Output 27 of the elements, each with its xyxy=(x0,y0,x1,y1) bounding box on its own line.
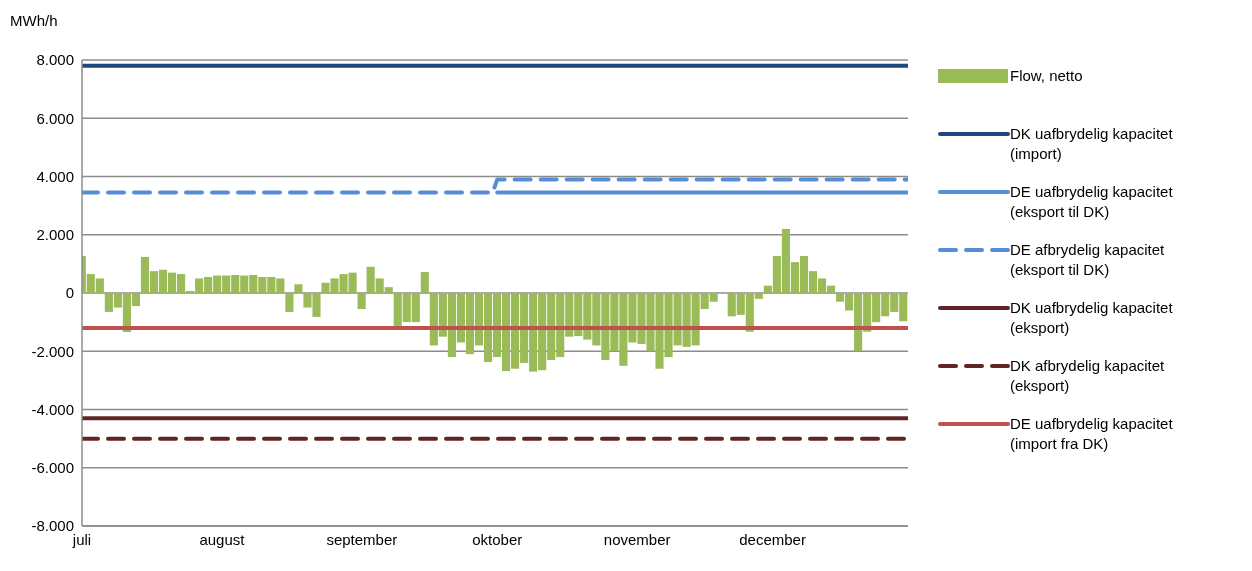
bar xyxy=(420,272,429,293)
y-tick-label: -4.000 xyxy=(31,400,74,418)
bar xyxy=(357,293,366,310)
x-tick-label: december xyxy=(739,530,806,548)
y-tick-label: -6.000 xyxy=(31,459,74,477)
bar xyxy=(294,284,303,293)
legend-label: Flow, netto xyxy=(1010,66,1084,86)
legend-label: DE uafbrydelig kapacitet (import fra DK) xyxy=(1010,414,1174,454)
y-tick-label: 8.000 xyxy=(36,51,74,69)
legend-label: DE uafbrydelig kapacitet (eksport til DK) xyxy=(1010,182,1174,222)
y-tick-label: 0 xyxy=(65,284,74,302)
legend-label: DE afbrydelig kapacitet (eksport til DK) xyxy=(1010,240,1166,280)
legend-label: DK afbrydelig kapacitet (eksport) xyxy=(1010,356,1166,396)
legend-label: DK uafbrydelig kapacitet (import) xyxy=(1010,124,1174,164)
bar xyxy=(285,293,294,312)
y-tick-label: 2.000 xyxy=(36,226,74,244)
y-tick-label: 4.000 xyxy=(36,167,74,185)
legend-label: DK uafbrydelig kapacitet (eksport) xyxy=(1010,298,1174,338)
y-tick-label: 6.000 xyxy=(36,109,74,127)
y-tick-label: -8.000 xyxy=(31,517,74,535)
x-tick-label: august xyxy=(199,530,246,548)
y-axis-title: MWh/h xyxy=(10,12,58,29)
y-tick-label: -2.000 xyxy=(31,342,74,360)
x-tick-label: november xyxy=(603,530,671,548)
x-tick-label: september xyxy=(326,530,398,548)
x-tick-label: oktober xyxy=(472,530,523,548)
x-tick-label: juli xyxy=(71,530,92,548)
